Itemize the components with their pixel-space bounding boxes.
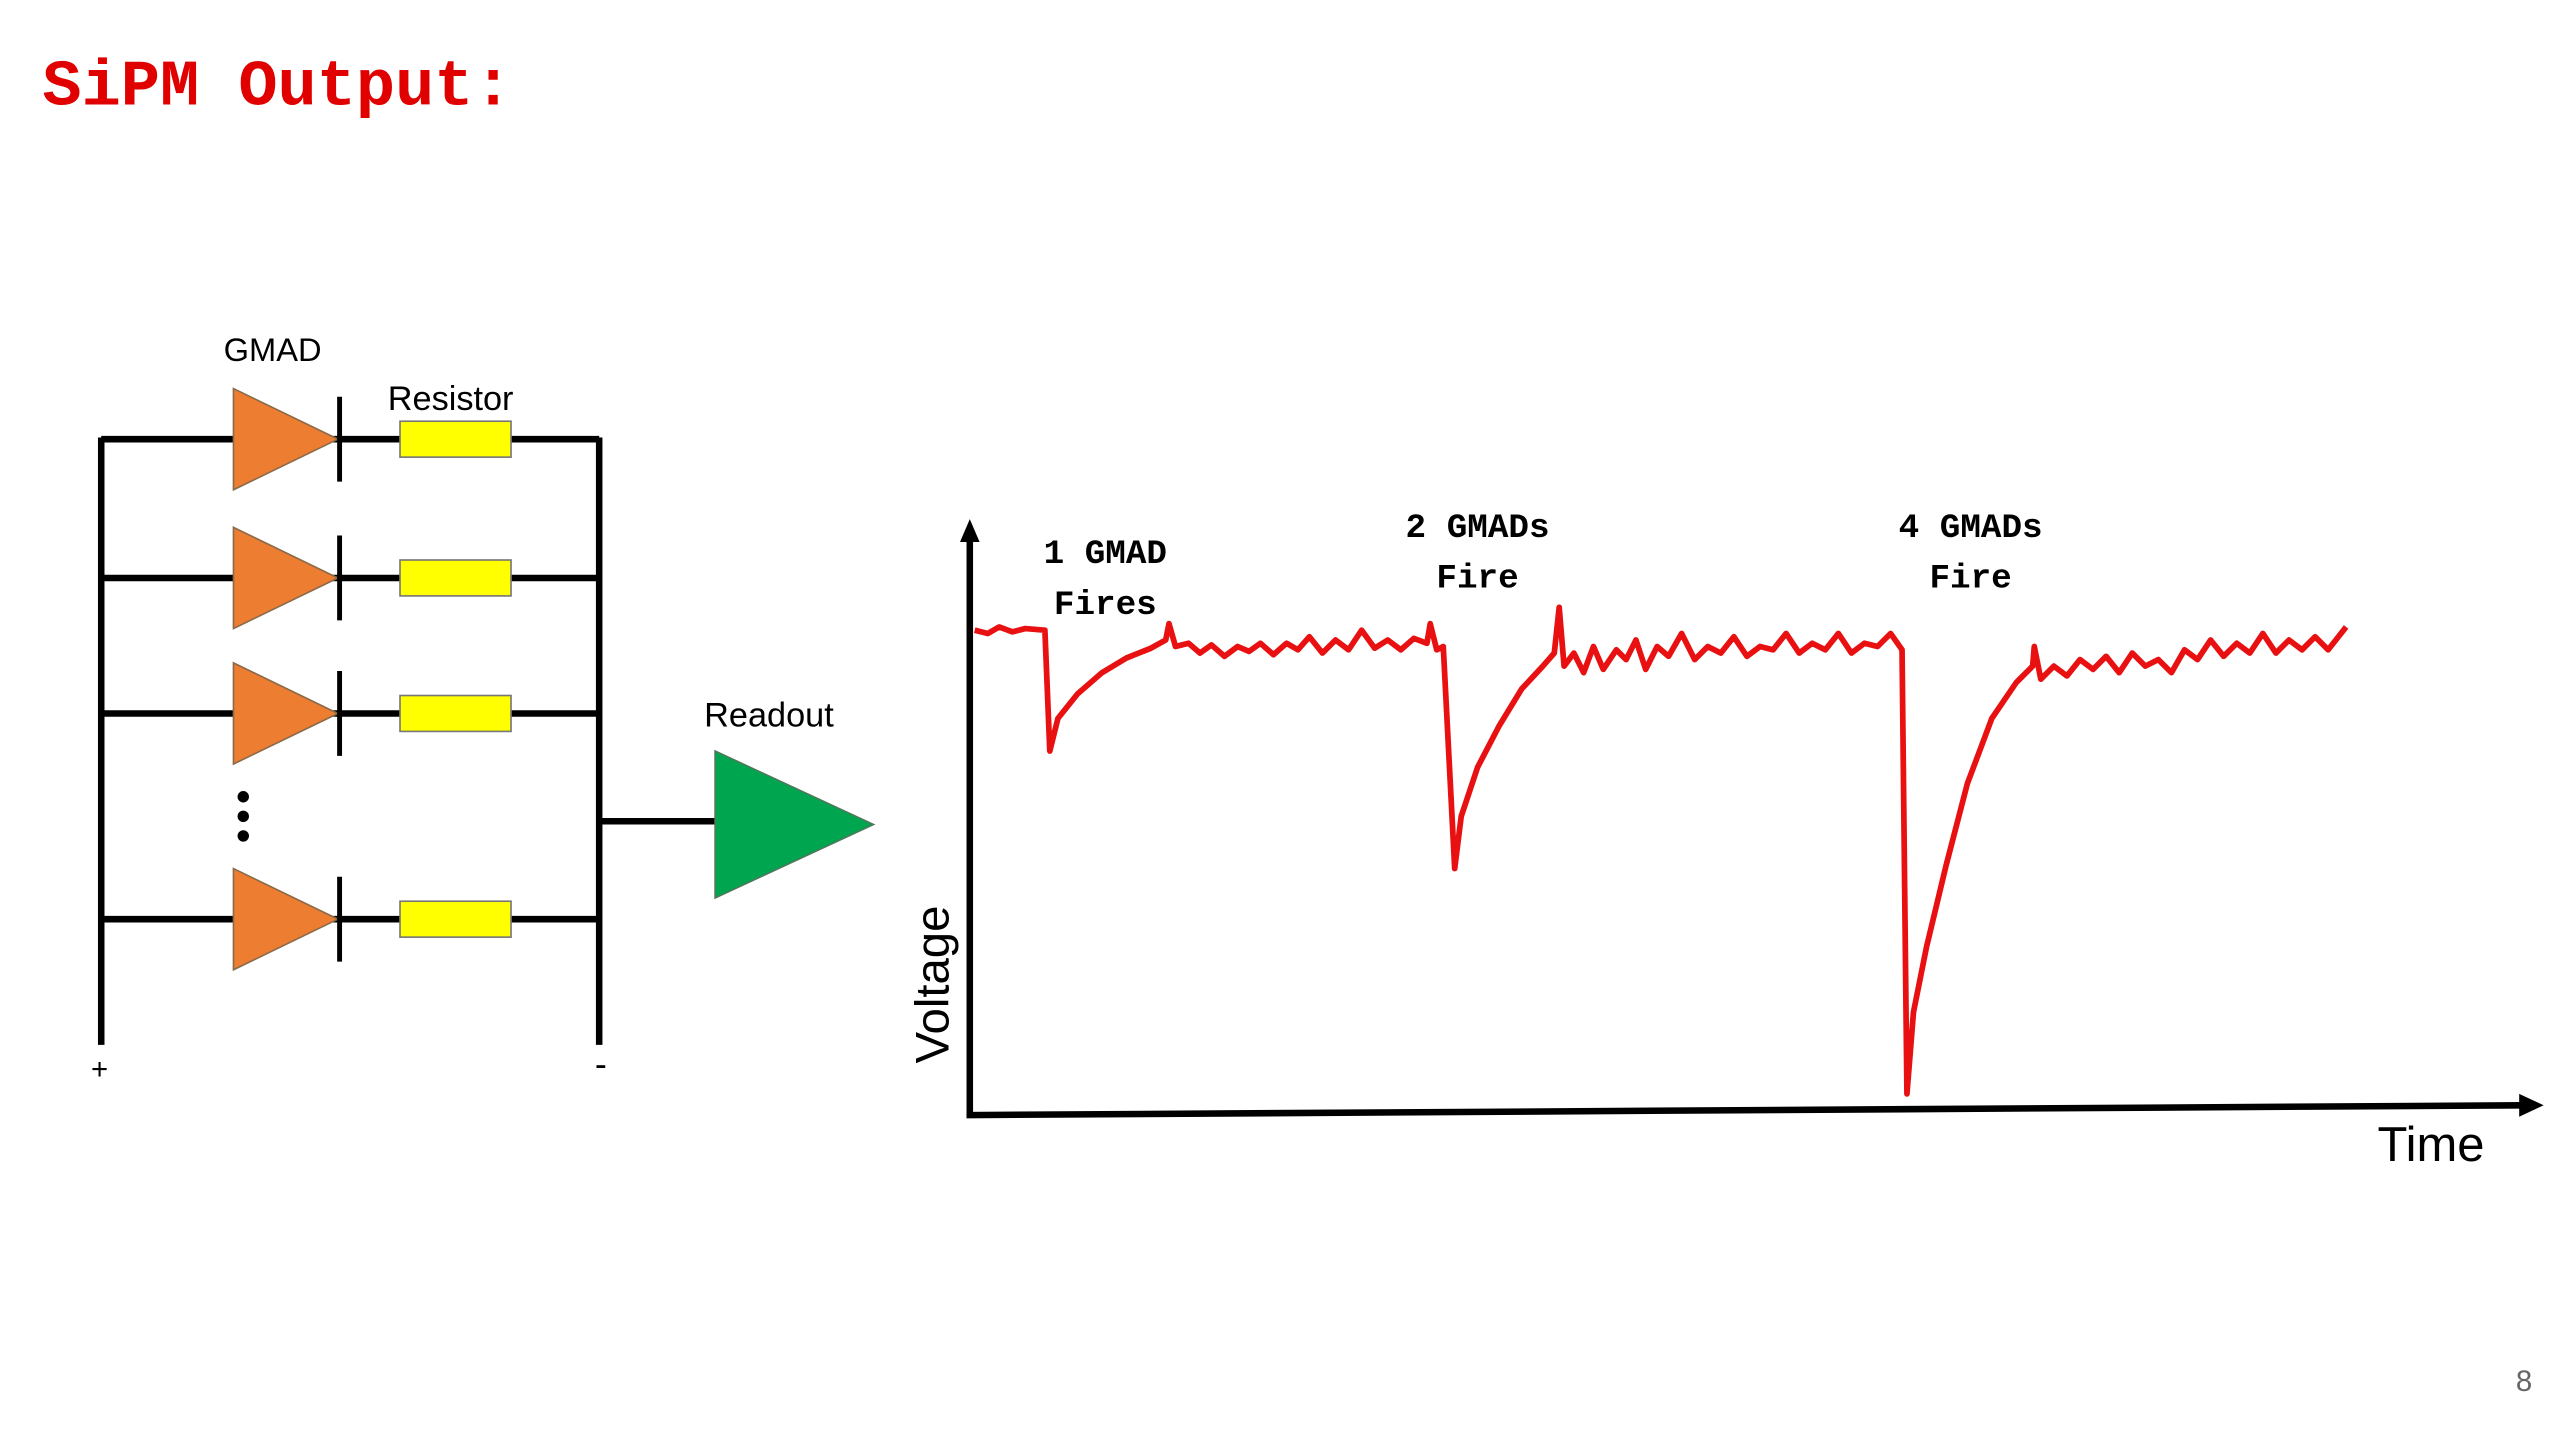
resistor xyxy=(399,420,512,458)
y-axis-arrow xyxy=(960,519,980,543)
page-number: 8 xyxy=(2516,1365,2532,1398)
gmad-label: GMAD xyxy=(224,331,322,368)
annotation: 2 GMADs xyxy=(1406,509,1550,548)
slide-title: SiPM Output: xyxy=(42,50,512,124)
annotation: 4 GMADs xyxy=(1899,509,2043,548)
waveform xyxy=(974,604,2349,1097)
diode xyxy=(232,526,340,630)
y-axis-label: Voltage xyxy=(907,906,960,1064)
ellipsis-dot xyxy=(237,830,249,842)
diode xyxy=(232,387,340,492)
ellipsis-dot xyxy=(237,810,249,823)
circuit xyxy=(97,387,719,1045)
ellipsis-dot xyxy=(237,791,249,803)
readout-amplifier xyxy=(714,749,876,900)
annotation: Fire xyxy=(1929,560,2011,599)
resistor-label: Resistor xyxy=(388,380,514,418)
minus-label: - xyxy=(595,1043,607,1084)
annotation: Fire xyxy=(1436,560,1518,599)
annotation: 1 GMAD xyxy=(1044,535,1167,574)
resistor xyxy=(399,694,512,733)
x-axis-label: Time xyxy=(2378,1118,2485,1172)
resistor xyxy=(399,900,512,938)
x-axis-arrow xyxy=(2519,1093,2544,1117)
x-axis xyxy=(966,1102,2523,1119)
diode xyxy=(232,661,340,766)
resistor xyxy=(399,559,512,597)
plot: Voltage Time 1 GMAD Fires 2 GMADs Fire 4 GMA… xyxy=(907,509,2544,1172)
diode xyxy=(232,867,340,972)
plus-label: + xyxy=(91,1053,108,1086)
readout-label: Readout xyxy=(704,697,834,735)
annotation: Fires xyxy=(1054,586,1157,625)
